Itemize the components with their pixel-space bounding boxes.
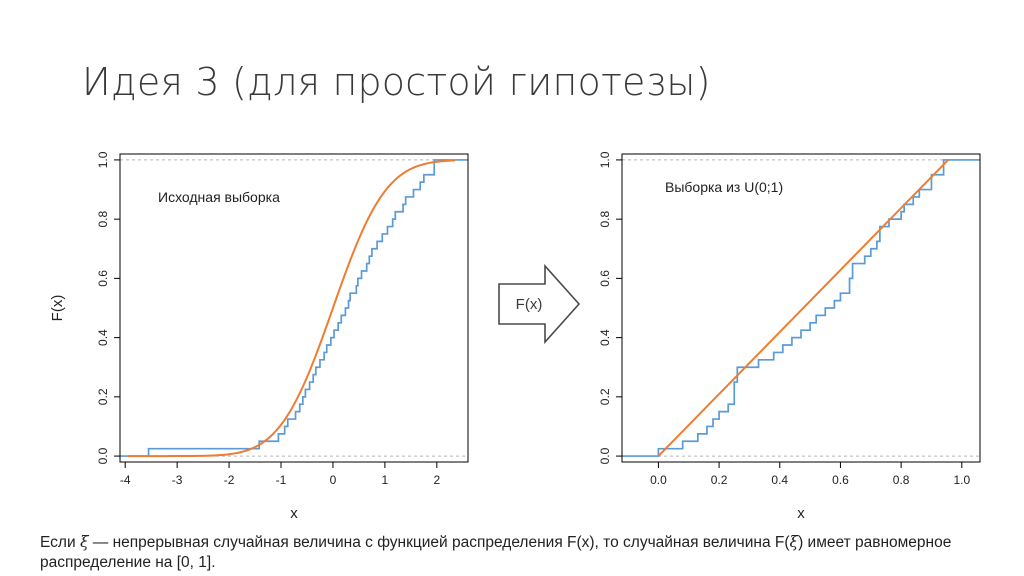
left-x-tick-label: 0	[330, 473, 337, 487]
right-x-axis-label: x	[797, 505, 805, 522]
chart-uniform-sample: 0.0 0.2 0.4 0.6 0.8 1.0 0.0 0.2 0.4 0.6 0.8 1.0 x Выб…	[598, 151, 981, 522]
right-y-tick-label: 0.8	[598, 210, 612, 227]
left-x-tick-label: 1	[382, 473, 389, 487]
left-x-tick-label: -4	[120, 473, 131, 487]
right-x-tick-label: 0.2	[711, 473, 728, 487]
left-y-tick-label: 0.4	[96, 329, 110, 346]
left-x-tick-label: -3	[172, 473, 183, 487]
right-y-tick-label: 0.2	[598, 388, 612, 405]
arrow-shape	[498, 263, 581, 345]
left-ecdf-line	[120, 159, 468, 457]
right-annotation: Выборка из U(0;1)	[665, 179, 783, 195]
right-ecdf-line	[622, 159, 980, 457]
slide-title: Идея 3 (для простой гипотезы)	[82, 60, 711, 104]
left-x-tick-label: -1	[276, 473, 287, 487]
caption: Если ξ — непрерывная случайная величина …	[40, 532, 1000, 573]
transform-arrow: F(x)	[498, 263, 581, 345]
right-y-tick-label: 0.6	[598, 270, 612, 287]
left-y-tick-label: 0.2	[96, 388, 110, 405]
caption-part-2: — непрерывная случайная величина с функц…	[88, 534, 790, 551]
right-x-tick-label: 1.0	[953, 473, 970, 487]
left-x-tick-label: 2	[433, 473, 440, 487]
right-cdf-line	[657, 159, 949, 457]
left-annotation: Исходная выборка	[158, 189, 280, 205]
left-x-tick-label: -2	[224, 473, 235, 487]
left-cdf-line	[127, 159, 456, 458]
left-y-tick-label: 0.0	[96, 447, 110, 464]
xi-symbol-2: ξ	[789, 533, 799, 551]
left-x-axis-label: x	[290, 505, 298, 522]
left-y-tick-label: 0.6	[96, 270, 110, 287]
right-y-tick-label: 0.0	[598, 447, 612, 464]
caption-part-1: Если	[40, 534, 80, 551]
left-y-axis-label: F(x)	[49, 295, 66, 322]
chart-original-sample: -4 -3 -2 -1 0 1 2 0.0 0.2 0.4 0.6 0.8 1.0 x F(x) Исходн…	[49, 151, 469, 522]
left-plot-frame	[119, 153, 469, 463]
right-x-tick-label: 0.4	[771, 473, 788, 487]
right-y-tick-label: 1.0	[598, 151, 612, 168]
left-y-tick-label: 1.0	[96, 151, 110, 168]
transform-label: F(x)	[516, 296, 543, 313]
caption-part-3: ) имеет равномерное распределение на [0,…	[40, 534, 952, 571]
xi-symbol: ξ	[79, 533, 89, 551]
right-x-tick-label: 0.0	[650, 473, 667, 487]
right-x-tick-label: 0.6	[832, 473, 849, 487]
right-plot-frame	[621, 153, 981, 463]
left-y-tick-label: 0.8	[96, 210, 110, 227]
right-x-tick-label: 0.8	[893, 473, 910, 487]
right-y-tick-label: 0.4	[598, 329, 612, 346]
